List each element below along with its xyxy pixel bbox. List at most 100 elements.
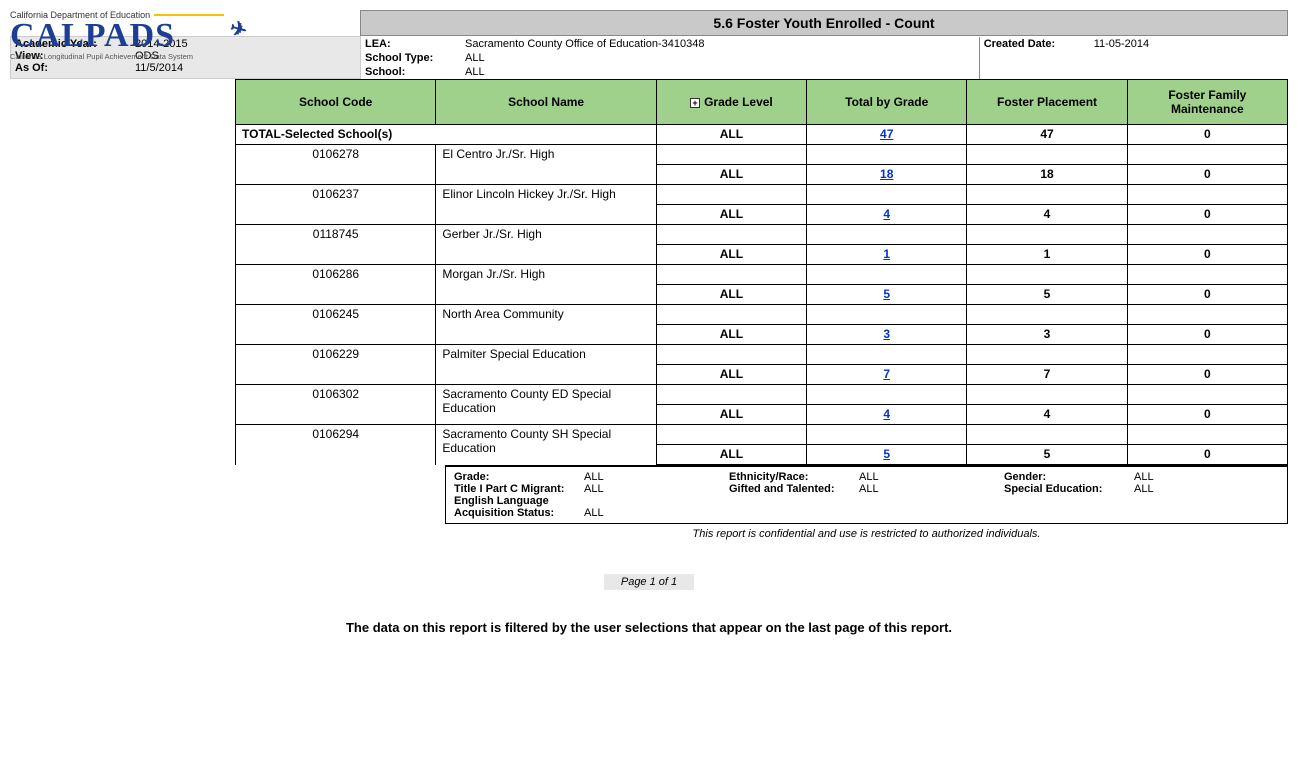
cell-school-name: Sacramento County ED Special Education xyxy=(436,385,656,425)
cell-total: 18 xyxy=(807,165,967,185)
value-gender-filter: ALL xyxy=(1134,471,1154,483)
label-created: Created Date: xyxy=(984,38,1094,50)
col-foster-maintenance: Foster Family Maintenance xyxy=(1127,80,1287,125)
cell-school-code: 0106229 xyxy=(236,345,436,385)
cell-empty xyxy=(967,265,1127,285)
col-school-code: School Code xyxy=(236,80,436,125)
cell-placement: 4 xyxy=(967,205,1127,225)
report-title: 5.6 Foster Youth Enrolled - Count xyxy=(360,10,1288,36)
cell-maint: 0 xyxy=(1127,405,1287,425)
cell-school-name: Morgan Jr./Sr. High xyxy=(436,265,656,305)
cell-empty xyxy=(807,265,967,285)
value-school: ALL xyxy=(465,66,485,78)
total-link[interactable]: 5 xyxy=(883,287,890,301)
cell-empty xyxy=(807,185,967,205)
cell-maint: 0 xyxy=(1127,165,1287,185)
page-number: Page 1 of 1 xyxy=(604,574,694,590)
cell-empty xyxy=(807,385,967,405)
value-elas-filter: ALL xyxy=(584,507,604,519)
cell-empty xyxy=(967,345,1127,365)
cell-placement: 18 xyxy=(967,165,1127,185)
total-link[interactable]: 18 xyxy=(880,167,893,181)
cell-empty xyxy=(1127,145,1287,165)
cell-total: 7 xyxy=(807,365,967,385)
cell-empty xyxy=(656,385,806,405)
cell-school-name: Sacramento County SH Special Education xyxy=(436,425,656,465)
value-grade-filter: ALL xyxy=(584,471,604,483)
total-link[interactable]: 4 xyxy=(883,407,890,421)
cell-placement: 1 xyxy=(967,245,1127,265)
cell-empty xyxy=(807,345,967,365)
cell-maint: 0 xyxy=(1127,285,1287,305)
cell-maint: 0 xyxy=(1127,325,1287,345)
label-elas-filter: English Language Acquisition Status: xyxy=(454,495,584,519)
total-link[interactable]: 4 xyxy=(883,207,890,221)
cell-empty xyxy=(1127,345,1287,365)
cell-empty xyxy=(1127,265,1287,285)
cell-empty xyxy=(656,185,806,205)
confidential-notice: This report is confidential and use is r… xyxy=(445,524,1288,544)
label-lea: LEA: xyxy=(365,38,465,50)
logo-brand: CALPADS ✈ xyxy=(10,20,230,52)
cell-school-code: 0106278 xyxy=(236,145,436,185)
cell-school-code: 0106286 xyxy=(236,265,436,305)
cell-total: 5 xyxy=(807,285,967,305)
total-link[interactable]: 5 xyxy=(883,447,890,461)
total-row: TOTAL-Selected School(s) ALL 47 47 0 xyxy=(236,125,1288,145)
cell-total: 4 xyxy=(807,205,967,225)
logo-block: California Department of Education CALPA… xyxy=(10,10,230,61)
total-link[interactable]: 3 xyxy=(883,327,890,341)
cell-total: 3 xyxy=(807,325,967,345)
cell-placement: 3 xyxy=(967,325,1127,345)
cell-grade: ALL xyxy=(656,325,806,345)
label-grade-filter: Grade: xyxy=(454,471,584,483)
cell-school-name: Elinor Lincoln Hickey Jr./Sr. High xyxy=(436,185,656,225)
total-link[interactable]: 47 xyxy=(880,127,893,141)
value-gifted-filter: ALL xyxy=(859,483,879,495)
table-row: 0106229Palmiter Special Education xyxy=(236,345,1288,365)
cell-empty xyxy=(1127,225,1287,245)
cell-empty xyxy=(807,305,967,325)
cell-empty xyxy=(967,305,1127,325)
cell-school-name: Gerber Jr./Sr. High xyxy=(436,225,656,265)
cell-empty xyxy=(656,425,806,445)
cell-maint: 0 xyxy=(1127,445,1287,465)
cell-school-code: 0106245 xyxy=(236,305,436,345)
cell-empty xyxy=(1127,385,1287,405)
cell-empty xyxy=(967,185,1127,205)
filters-box: Grade:ALL Title I Part C Migrant:ALL Eng… xyxy=(445,465,1288,524)
cell-grade: ALL xyxy=(656,245,806,265)
expand-icon[interactable]: + xyxy=(690,98,700,108)
cell-school-name: El Centro Jr./Sr. High xyxy=(436,145,656,185)
cell-school-code: 0106237 xyxy=(236,185,436,225)
cell-maint: 0 xyxy=(1127,205,1287,225)
cell-placement: 5 xyxy=(967,445,1127,465)
total-link[interactable]: 7 xyxy=(883,367,890,381)
cell-empty xyxy=(656,305,806,325)
cell-grade: ALL xyxy=(656,205,806,225)
cell-empty xyxy=(967,225,1127,245)
cell-empty xyxy=(1127,185,1287,205)
cell-total: 4 xyxy=(807,405,967,425)
cell-empty xyxy=(807,145,967,165)
cell-grade: ALL xyxy=(656,285,806,305)
cell-empty xyxy=(656,225,806,245)
cell-school-name: Palmiter Special Education xyxy=(436,345,656,385)
col-total-by-grade: Total by Grade xyxy=(807,80,967,125)
cell-empty xyxy=(656,265,806,285)
label-gender-filter: Gender: xyxy=(1004,471,1134,483)
cell-empty xyxy=(1127,425,1287,445)
table-row: 0106278El Centro Jr./Sr. High xyxy=(236,145,1288,165)
value-eth-filter: ALL xyxy=(859,471,879,483)
total-link[interactable]: 1 xyxy=(883,247,890,261)
cell-school-code: 0106294 xyxy=(236,425,436,465)
cell-placement: 7 xyxy=(967,365,1127,385)
col-grade-level[interactable]: +Grade Level xyxy=(656,80,806,125)
value-sped-filter: ALL xyxy=(1134,483,1154,495)
table-row: 0106237Elinor Lincoln Hickey Jr./Sr. Hig… xyxy=(236,185,1288,205)
value-title1-filter: ALL xyxy=(584,483,604,495)
value-asof: 11/5/2014 xyxy=(135,62,183,74)
cell-grade: ALL xyxy=(656,405,806,425)
cell-total: 1 xyxy=(807,245,967,265)
value-lea: Sacramento County Office of Education-34… xyxy=(465,38,705,50)
